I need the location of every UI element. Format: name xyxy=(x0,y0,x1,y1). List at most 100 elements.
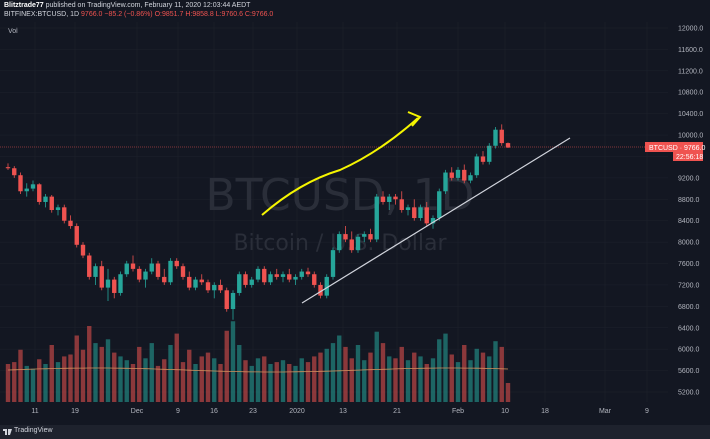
publisher-name[interactable]: Blitztrade77 xyxy=(4,2,44,9)
volume-bar xyxy=(430,358,436,402)
candle-body xyxy=(230,292,236,310)
candle-body xyxy=(449,172,454,178)
x-tick-label: Dec xyxy=(131,408,144,415)
candle-body xyxy=(393,196,398,200)
candle-body xyxy=(424,207,429,224)
volume-bar xyxy=(105,339,111,402)
volume-bar xyxy=(168,345,173,402)
volume-bar xyxy=(124,360,129,402)
trendline xyxy=(301,137,571,304)
candle-body xyxy=(187,276,192,288)
symbol-line[interactable]: BITFINEX:BTCUSD, 1D xyxy=(4,11,80,18)
volume-bar xyxy=(349,358,354,402)
volume-bar xyxy=(418,356,423,402)
volume-bar xyxy=(143,358,148,402)
volume-bar xyxy=(374,331,379,402)
volume-bar xyxy=(24,365,29,402)
y-tick-label: 5600.0 xyxy=(678,368,700,375)
candle-body xyxy=(212,284,217,291)
volume-bar xyxy=(230,321,236,402)
candle-body xyxy=(312,274,317,285)
y-tick-label: 11200.0 xyxy=(678,68,703,75)
y-tick-label: 6000.0 xyxy=(678,347,700,354)
candle-body xyxy=(374,196,379,240)
volume-bar xyxy=(5,364,11,402)
price-chart[interactable]: BTCUSD, 1D Bitcoin / U.S. Dollar 5200.05… xyxy=(0,22,710,425)
volume-bar xyxy=(299,358,304,402)
y-tick-label: 8800.0 xyxy=(678,197,700,204)
volume-bar xyxy=(468,360,473,402)
candle-body xyxy=(155,263,161,277)
candle-body xyxy=(49,196,54,210)
candle-body xyxy=(443,172,448,192)
volume-bar xyxy=(255,358,261,402)
volume-bar xyxy=(80,349,86,402)
candle-body xyxy=(487,145,492,162)
candle-body xyxy=(337,234,342,251)
x-tick-label: 18 xyxy=(541,408,549,415)
volume-bar xyxy=(493,341,498,402)
x-tick-label: 19 xyxy=(71,408,79,415)
yellow-arrow xyxy=(261,117,419,216)
volume-bar xyxy=(293,365,298,402)
volume-bar xyxy=(18,349,23,402)
candle-body xyxy=(280,274,286,277)
volume-bar xyxy=(312,356,317,402)
volume-ma-line xyxy=(7,367,509,373)
candle-body xyxy=(299,271,304,277)
candle-body xyxy=(105,279,111,288)
y-tick-label: 10400.0 xyxy=(678,111,703,118)
candlestick-series xyxy=(5,124,511,320)
candle-body xyxy=(437,191,442,219)
footer-brand[interactable]: TradingView xyxy=(14,427,53,434)
last-price-badge xyxy=(645,142,703,152)
candle-body xyxy=(137,268,142,280)
volume-bar xyxy=(174,333,179,402)
volume-bar xyxy=(180,362,186,402)
y-tick-label: 10800.0 xyxy=(678,90,703,97)
candle-body xyxy=(399,199,404,210)
candle-body xyxy=(18,175,23,192)
candle-body xyxy=(362,234,367,237)
volume-bar xyxy=(305,362,311,402)
volume-bar xyxy=(499,346,504,402)
price-axis xyxy=(668,22,710,402)
candle-body xyxy=(224,290,229,310)
candle-body xyxy=(118,274,123,293)
candle-body xyxy=(43,196,48,202)
symbol-info: BITFINEX:BTCUSD, 1D 9766.0 −85.2 (−0.86%… xyxy=(4,11,273,18)
volume-bar xyxy=(480,352,486,402)
candle-body xyxy=(193,279,198,288)
candle-body xyxy=(30,184,36,189)
volume-bar xyxy=(387,356,392,402)
x-tick-label: 2020 xyxy=(289,408,305,415)
candle-body xyxy=(24,188,29,192)
volume-bar xyxy=(462,345,467,402)
volume-bar xyxy=(343,346,348,402)
volume-bar xyxy=(474,348,479,402)
volume-label[interactable]: Vol xyxy=(8,28,18,35)
volume-bar xyxy=(12,362,17,402)
candle-body xyxy=(505,143,511,148)
volume-bar xyxy=(424,364,429,402)
volume-bar xyxy=(224,330,229,402)
volume-bar xyxy=(212,358,217,402)
candle-body xyxy=(343,234,348,240)
y-tick-label: 7600.0 xyxy=(678,261,700,268)
volume-bar xyxy=(368,352,373,402)
x-tick-label: 9 xyxy=(645,408,649,415)
y-tick-label: 12000.0 xyxy=(678,26,703,33)
volume-bar xyxy=(87,326,92,402)
volume-bar xyxy=(243,360,248,402)
volume-bar xyxy=(330,343,336,402)
candle-body xyxy=(168,260,173,283)
candle-body xyxy=(149,263,154,272)
candle-body xyxy=(430,218,436,224)
candle-body xyxy=(368,234,373,240)
volume-bar xyxy=(324,348,329,402)
volume-bar xyxy=(412,352,417,402)
y-tick-label: 9200.0 xyxy=(678,175,700,182)
volume-bar xyxy=(274,362,279,402)
volume-bar xyxy=(337,335,342,402)
candle-body xyxy=(387,196,392,202)
